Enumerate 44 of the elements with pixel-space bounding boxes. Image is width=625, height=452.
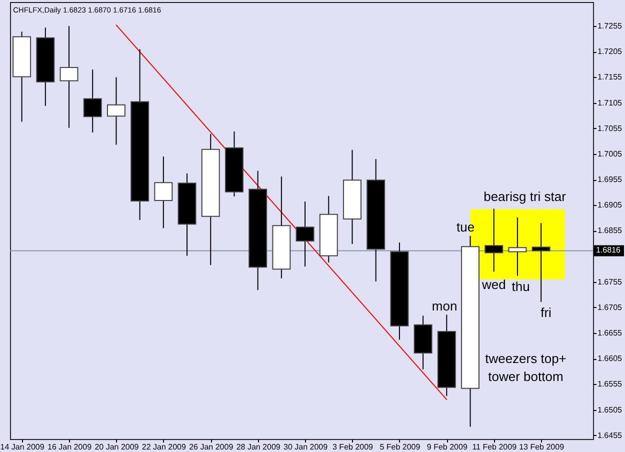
candlestick: [83, 69, 102, 133]
y-tick-label: 1.6755: [598, 277, 623, 286]
y-tick-label: 1.6605: [598, 354, 623, 364]
annotation: wed: [480, 276, 506, 292]
y-tick-label: 1.6505: [598, 405, 623, 414]
x-tick-label: 14 Jan 2009: [0, 442, 45, 452]
x-tick-label: 13 Feb 2009: [519, 442, 565, 452]
annotation: bearisg tri star: [484, 188, 567, 204]
annotation: tweezers top+: [485, 351, 566, 366]
y-tick-label: 1.6855: [598, 226, 623, 236]
candlestick: [154, 156, 173, 229]
annotation: tower bottom: [488, 369, 564, 384]
ref-line-label: 1.6816: [596, 246, 622, 255]
x-tick-label: 22 Jan 2009: [142, 442, 186, 452]
y-tick-label: 1.6455: [598, 430, 623, 440]
x-tick-label: 5 Feb 2009: [380, 442, 421, 452]
candlestick: [532, 222, 550, 302]
candlestick: [60, 26, 78, 128]
y-tick-label: 1.7255: [598, 22, 623, 31]
y-tick-label: 1.7005: [598, 149, 623, 158]
x-tick-label: 28 Jan 2009: [236, 442, 281, 452]
candlestick: [296, 201, 314, 268]
y-tick-label: 1.6555: [598, 380, 623, 389]
candlestick: [508, 216, 527, 276]
annotation: fri: [540, 305, 552, 320]
x-tick-label: 30 Jan 2009: [284, 442, 328, 452]
x-tick-label: 3 Feb 2009: [332, 442, 374, 452]
annotation: thu: [512, 279, 530, 294]
y-tick-label: 1.6955: [598, 175, 623, 184]
x-tick-label: 11 Feb 2009: [472, 442, 518, 452]
x-tick-label: 16 Jan 2009: [47, 442, 92, 452]
y-tick-label: 1.7155: [598, 72, 623, 82]
x-tick-label: 9 Feb 2009: [426, 442, 468, 452]
x-tick-label: 20 Jan 2009: [94, 442, 140, 452]
candlestick: [484, 208, 504, 272]
y-tick-label: 1.7055: [598, 124, 623, 133]
y-tick-label: 1.7105: [598, 98, 623, 108]
y-tick-label: 1.6905: [598, 200, 623, 210]
y-tick-label: 1.7205: [598, 47, 623, 56]
annotation: mon: [432, 298, 458, 314]
candlestick: [106, 76, 126, 146]
x-tick-label: 26 Jan 2009: [189, 442, 234, 452]
y-tick-label: 1.6705: [598, 302, 623, 312]
y-tick-label: 1.6655: [598, 328, 623, 338]
